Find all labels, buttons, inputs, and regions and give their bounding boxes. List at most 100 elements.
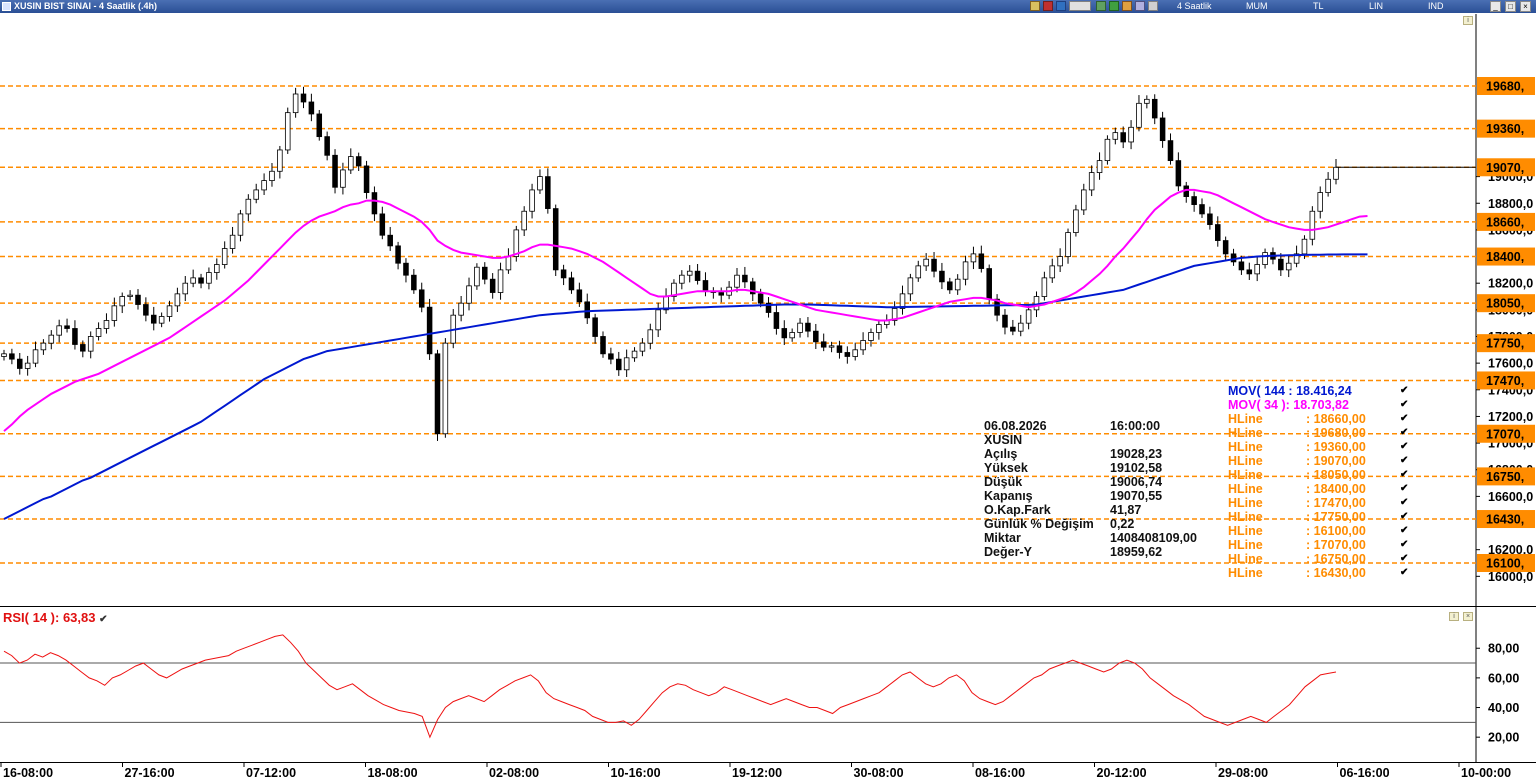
check-icon[interactable]: ✔ (1400, 553, 1409, 564)
tool-icon[interactable] (1030, 1, 1040, 11)
candle-body (127, 294, 133, 297)
candle-body (348, 156, 354, 171)
info-value: 19102,58 (1110, 461, 1163, 475)
legend-row: HLine: 16750,00 ✔ (1228, 552, 1408, 566)
candle-body (655, 309, 661, 331)
currency-selector[interactable]: TL (1313, 1, 1324, 11)
candle-body (418, 289, 425, 308)
candle-body (111, 305, 118, 321)
check-icon[interactable]: ✔ (1400, 385, 1409, 396)
check-icon[interactable]: ✔ (1400, 455, 1409, 466)
candle-body (1309, 210, 1316, 240)
hline-label-box (1477, 371, 1535, 390)
candle-body (1159, 117, 1166, 142)
candle-body (292, 93, 299, 114)
check-icon[interactable]: ✔ (1400, 539, 1409, 550)
candle-body (32, 349, 39, 364)
tool-icon[interactable] (1096, 1, 1106, 11)
x-tick-label: 19-12:00 (732, 766, 782, 779)
candles-layer (1, 86, 1339, 441)
candle-body (828, 345, 835, 348)
rsi-panel-options-button[interactable]: i (1449, 612, 1459, 621)
candle-body (190, 277, 196, 284)
maximize-button[interactable]: □ (1505, 1, 1516, 12)
tool-icon[interactable] (1122, 1, 1132, 11)
scale-selector[interactable]: LIN (1369, 1, 1384, 11)
tool-icon[interactable] (1109, 1, 1119, 11)
candle-body (1065, 232, 1071, 257)
candle-body (332, 154, 338, 188)
check-icon[interactable]: ✔ (1400, 567, 1409, 578)
hline-label-box (1477, 424, 1535, 443)
candle-body (749, 281, 756, 295)
candle-body (16, 358, 23, 369)
legend-value: : 16430,00 (1306, 566, 1366, 580)
check-icon[interactable]: ✔ (99, 614, 108, 625)
x-tick-label: 10-00:00 (1461, 766, 1511, 779)
candle-body (442, 342, 449, 435)
info-label: O.Kap.Fark (984, 503, 1051, 517)
rsi-line (3, 634, 1337, 739)
info-value: 19070,55 (1110, 489, 1163, 503)
candle-body (143, 304, 149, 316)
check-icon[interactable]: ✔ (1400, 469, 1409, 480)
candle-body (434, 353, 441, 435)
info-label: Düşük (984, 475, 1023, 489)
candle-body (466, 285, 472, 304)
rsi-panel-close-button[interactable]: × (1463, 612, 1473, 621)
candle-body (679, 274, 685, 284)
minimize-button[interactable]: _ (1490, 1, 1501, 12)
check-icon[interactable]: ✔ (1400, 427, 1409, 438)
y-tick-label: 16200,0 (1488, 543, 1533, 557)
tool-icon[interactable] (1056, 1, 1066, 11)
legend-name: HLine (1228, 412, 1263, 426)
info-row: O.Kap.Fark 41,87 (984, 503, 1197, 517)
check-icon[interactable]: ✔ (1400, 413, 1409, 424)
candle-body (474, 266, 480, 287)
candle-body (1112, 132, 1119, 140)
candle-body (72, 328, 78, 345)
candle-body (497, 269, 504, 293)
legend-value: : 16750,00 (1306, 552, 1366, 566)
info-value: 41,87 (1110, 503, 1142, 517)
check-icon[interactable]: ✔ (1400, 511, 1409, 522)
candle-body (1230, 253, 1237, 263)
candle-body (1175, 160, 1182, 187)
candle-body (1088, 172, 1095, 191)
hline-label-box (1477, 294, 1535, 313)
info-row: XUSIN (984, 433, 1197, 447)
candle-body (40, 342, 47, 351)
legend-name: HLine (1228, 454, 1263, 468)
info-row: Günlük % Değişim 0,22 (984, 517, 1197, 531)
info-value: 0,22 (1110, 517, 1135, 531)
candle-body (671, 282, 677, 297)
period-selector[interactable]: 4 Saatlik (1177, 1, 1212, 11)
tool-icon[interactable] (1069, 1, 1091, 11)
candle-body (1081, 189, 1087, 211)
check-icon[interactable]: ✔ (1400, 441, 1409, 452)
candle-body (639, 342, 646, 352)
tool-icon[interactable] (1043, 1, 1053, 11)
check-icon[interactable]: ✔ (1400, 399, 1409, 410)
close-button[interactable]: × (1520, 1, 1531, 12)
chart-style-selector[interactable]: MUM (1246, 1, 1268, 11)
candle-body (623, 357, 630, 371)
candle-body (379, 213, 386, 236)
hlines-layer (0, 85, 1476, 564)
check-icon[interactable]: ✔ (1400, 483, 1409, 494)
legend-name: HLine (1228, 524, 1263, 538)
check-icon[interactable]: ✔ (1400, 525, 1409, 536)
check-icon[interactable]: ✔ (1400, 497, 1409, 508)
candle-body (1191, 196, 1197, 205)
mov144-line (3, 253, 1368, 520)
tool-icon[interactable] (1148, 1, 1158, 11)
candle-body (229, 234, 236, 249)
info-value: 18959,62 (1110, 545, 1163, 559)
tool-icon[interactable] (1135, 1, 1145, 11)
indicators-selector[interactable]: IND (1428, 1, 1444, 11)
candle-body (1096, 160, 1103, 174)
rsi-title: RSI( 14 ): 63,83 ✔ (3, 610, 108, 625)
info-label: Miktar (984, 531, 1021, 545)
panel-toggle-button[interactable]: i (1463, 16, 1473, 25)
